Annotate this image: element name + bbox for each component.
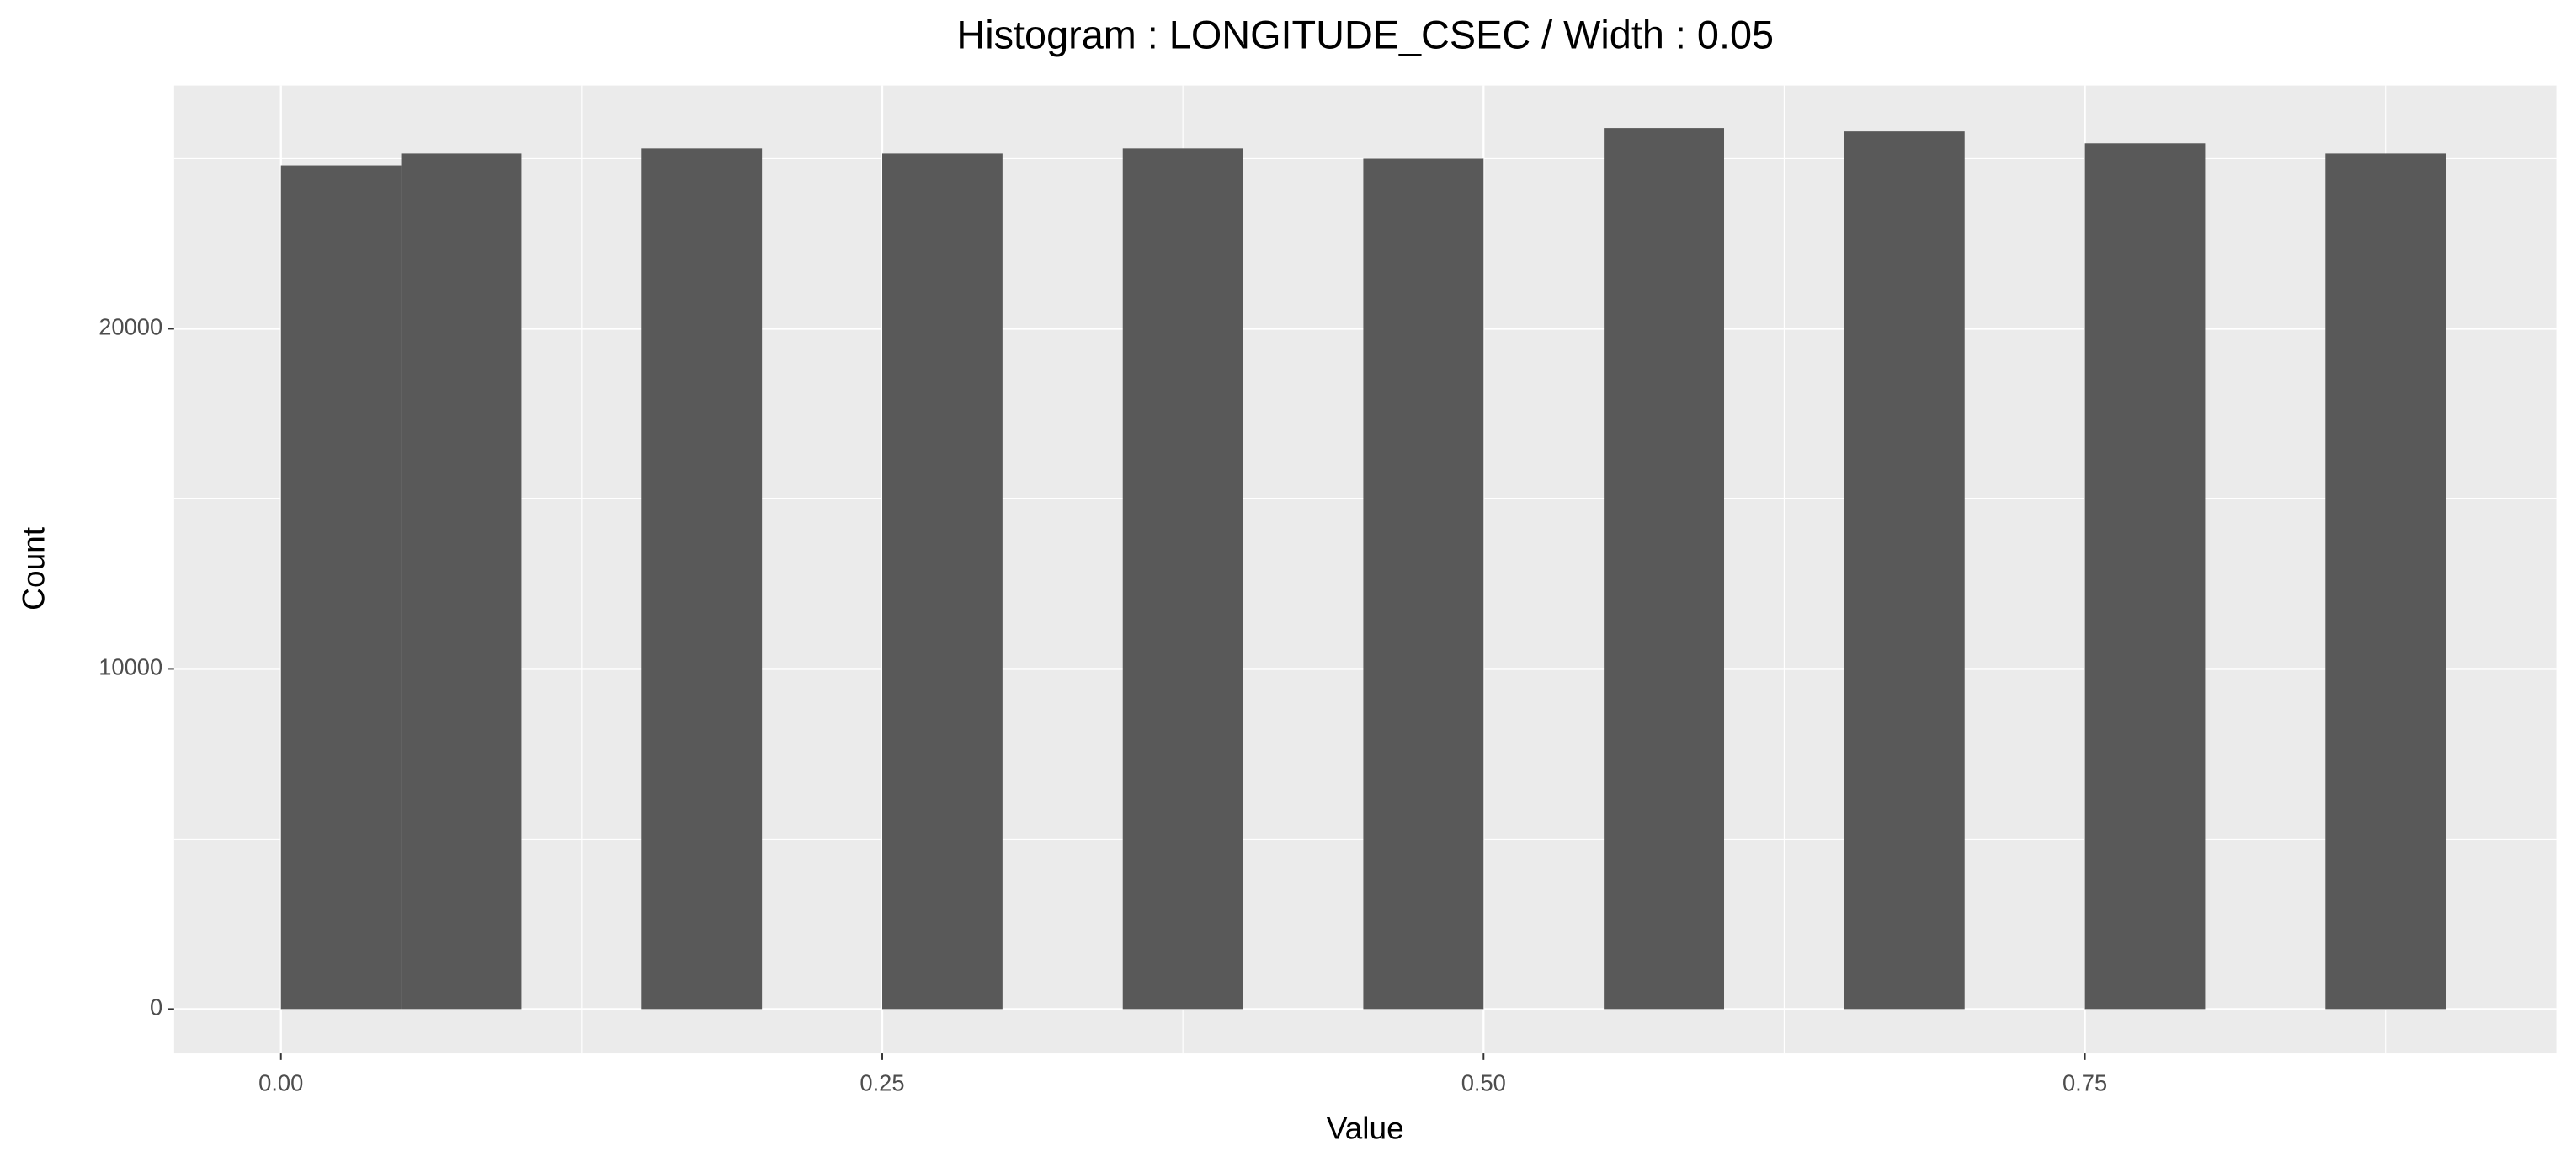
y-tick-label: 20000 (98, 314, 162, 340)
y-tick-label: 10000 (98, 654, 162, 680)
x-tick-label: 0.00 (258, 1069, 303, 1095)
bar (641, 148, 763, 1010)
x-tick-label: 0.25 (860, 1069, 904, 1095)
x-axis-title: Value (1327, 1111, 1404, 1146)
chart-title: Histogram : LONGITUDE_CSEC / Width : 0.0… (956, 13, 1774, 56)
bar (882, 153, 1003, 1010)
x-tick-label: 0.50 (1461, 1069, 1506, 1095)
bar (2084, 143, 2206, 1010)
y-axis-title: Count (16, 526, 51, 610)
bar (280, 165, 402, 1010)
bar (2325, 153, 2446, 1010)
y-tick-label: 0 (150, 994, 162, 1021)
bar (401, 153, 522, 1010)
bar (1844, 131, 1965, 1010)
bar (1363, 158, 1484, 1010)
x-tick-label: 0.75 (2062, 1069, 2107, 1095)
bar (1122, 148, 1243, 1010)
bar (1604, 128, 1725, 1010)
